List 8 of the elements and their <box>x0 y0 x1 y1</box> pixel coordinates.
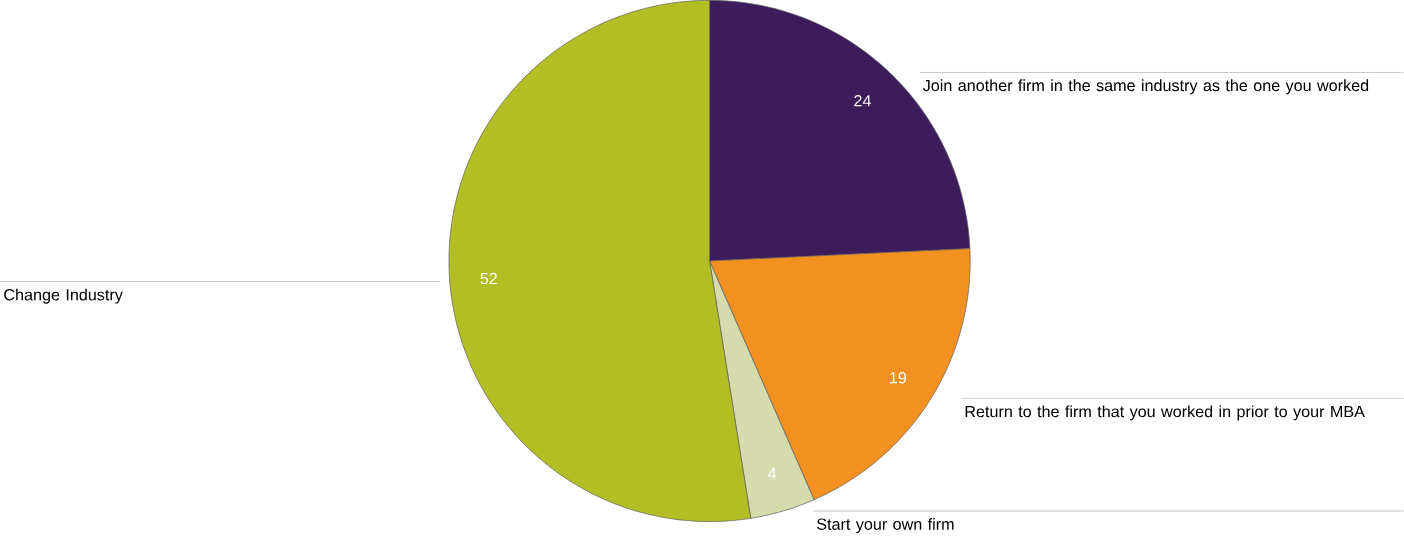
data-label: 52 <box>480 272 497 285</box>
data-label: 24 <box>854 95 871 107</box>
slice-label: Join another firm in the same industry as the one you worked <box>922 79 1369 95</box>
slice-label: Change Industry <box>4 288 123 304</box>
slice-label: Return to the firm that you worked in prior to your MBA <box>965 405 1365 421</box>
slice-label: Start your own firm <box>817 518 954 534</box>
data-label: 4 <box>767 468 777 480</box>
data-label: 19 <box>890 372 907 384</box>
